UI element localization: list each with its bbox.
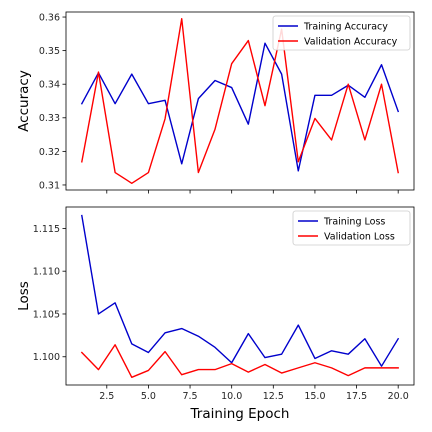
accuracy-legend-box bbox=[272, 15, 411, 51]
loss-x-tick-label: 5.0 bbox=[141, 391, 156, 402]
loss-x-tick-label: 7.5 bbox=[182, 391, 197, 402]
loss-y-tick-label: 1.100 bbox=[33, 352, 60, 363]
loss-x-tick-label: 12.5 bbox=[263, 391, 284, 402]
loss-legend-box bbox=[292, 210, 411, 246]
loss-x-tick-label: 17.5 bbox=[346, 391, 367, 402]
loss-series-line-2 bbox=[80, 344, 399, 378]
loss-x-tick-label: 2.5 bbox=[99, 391, 114, 402]
loss-y-tick-label: 1.115 bbox=[33, 224, 60, 235]
loss-series-line-1 bbox=[81, 214, 400, 367]
loss-x-tick-label: 20.0 bbox=[388, 391, 409, 402]
loss-x-tick-label: 10.0 bbox=[221, 391, 242, 402]
accuracy-legend-label-2: Validation Accuracy bbox=[304, 36, 398, 47]
accuracy-chart: 0.31 0.32 0.33 0.34 0.35 0.36 Accuracy Training… bbox=[16, 11, 415, 194]
loss-legend-label-2: Validation Loss bbox=[324, 231, 395, 242]
loss-y-tick-label: 1.105 bbox=[33, 309, 60, 320]
loss-legend: Training Loss Validation Loss bbox=[292, 210, 411, 246]
accuracy-y-tick-label: 0.34 bbox=[39, 80, 60, 91]
loss-axes-frame bbox=[65, 206, 415, 386]
accuracy-y-tick-label: 0.35 bbox=[39, 46, 60, 57]
accuracy-y-tick-label: 0.32 bbox=[39, 147, 60, 158]
loss-y-axis-label: Loss bbox=[16, 281, 32, 311]
loss-x-axis-label: Training Epoch bbox=[190, 406, 290, 422]
accuracy-axes-frame bbox=[65, 11, 415, 191]
accuracy-legend: Training Accuracy Validation Accuracy bbox=[272, 15, 411, 51]
loss-y-tick-label: 1.110 bbox=[33, 267, 60, 278]
accuracy-y-tick-label: 0.36 bbox=[39, 12, 60, 23]
accuracy-y-axis-label: Accuracy bbox=[16, 70, 32, 132]
loss-x-tick-label: 15.0 bbox=[304, 391, 325, 402]
accuracy-y-tick-label: 0.33 bbox=[39, 113, 60, 124]
accuracy-series-line-1 bbox=[80, 42, 400, 172]
loss-legend-label-1: Training Loss bbox=[323, 216, 385, 227]
accuracy-series-line-2 bbox=[81, 18, 399, 184]
accuracy-y-tick-label: 0.31 bbox=[39, 180, 60, 191]
loss-chart: 2.5 5.0 7.5 10.0 12.5 15.0 17.5 20.0 1.100 1.105 1… bbox=[16, 206, 415, 422]
accuracy-legend-label-1: Training Accuracy bbox=[303, 21, 388, 32]
